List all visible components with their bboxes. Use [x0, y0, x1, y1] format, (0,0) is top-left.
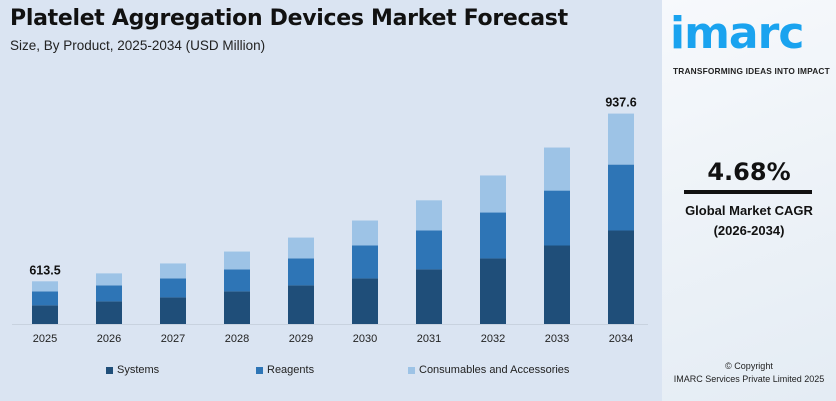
brand-panel: imarc TRANSFORMING IDEAS INTO IMPACT 4.6… [662, 0, 836, 401]
bar-segment-consumables-and-accessories-2033 [544, 147, 570, 191]
legend-label: Systems [117, 364, 160, 376]
legend-swatch [408, 366, 415, 374]
bar-segment-consumables-and-accessories-2025 [32, 281, 58, 292]
legend-item: Consumables and Accessories [408, 364, 569, 376]
x-tick-label: 2033 [545, 333, 569, 345]
bar-segment-consumables-and-accessories-2028 [224, 251, 250, 270]
legend-swatch [106, 366, 113, 374]
bar-segment-consumables-and-accessories-2031 [416, 200, 442, 231]
legend-swatch [256, 366, 263, 374]
divider [684, 190, 812, 194]
bar-segment-reagents-2029 [288, 258, 314, 286]
bar-segment-systems-2031 [416, 269, 442, 324]
bar-segment-consumables-and-accessories-2030 [352, 220, 378, 246]
x-tick-label: 2034 [609, 333, 633, 345]
x-tick-label: 2027 [161, 333, 185, 345]
bar-segment-reagents-2026 [96, 285, 122, 302]
bar-segment-systems-2026 [96, 301, 122, 324]
bar-segment-reagents-2033 [544, 190, 570, 246]
x-tick-label: 2032 [481, 333, 505, 345]
legend-item: Reagents [256, 364, 314, 376]
chart-subtitle: Size, By Product, 2025-2034 (USD Million… [10, 38, 266, 53]
legend-label: Reagents [267, 364, 315, 376]
bar-segment-reagents-2034 [608, 164, 634, 231]
tagline: TRANSFORMING IDEAS INTO IMPACT [673, 66, 830, 76]
bar-segment-systems-2029 [288, 285, 314, 324]
bar-segment-systems-2033 [544, 245, 570, 324]
chart-title: Platelet Aggregation Devices Market Fore… [10, 6, 568, 31]
bar-segment-reagents-2027 [160, 278, 186, 298]
cagr-value: 4.68% [707, 158, 791, 186]
bar-segment-reagents-2025 [32, 291, 58, 306]
data-label: 613.5 [29, 263, 60, 277]
x-tick-label: 2029 [289, 333, 313, 345]
x-tick-label: 2026 [97, 333, 121, 345]
company-name: IMARC Services Private Limited 2025 [673, 374, 825, 384]
bar-segment-consumables-and-accessories-2026 [96, 273, 122, 286]
cagr-period: (2026-2034) [713, 223, 785, 238]
cagr-label-text: Global Market CAGR [685, 203, 813, 218]
bar-segment-reagents-2028 [224, 269, 250, 292]
x-tick-label: 2028 [225, 333, 249, 345]
bar-segment-systems-2034 [608, 230, 634, 324]
x-tick-label: 2030 [353, 333, 377, 345]
bar-segment-systems-2028 [224, 291, 250, 324]
legend-item: Systems [106, 364, 159, 376]
bar-segment-consumables-and-accessories-2027 [160, 263, 186, 279]
bar-segment-reagents-2030 [352, 245, 378, 279]
bar-segment-consumables-and-accessories-2029 [288, 237, 314, 259]
bar-segment-consumables-and-accessories-2032 [480, 175, 506, 213]
bar-segment-consumables-and-accessories-2034 [608, 113, 634, 165]
chart-panel: Platelet Aggregation Devices Market Fore… [10, 6, 648, 376]
copyright: © Copyright IMARC Services Private Limit… [662, 360, 836, 386]
cagr-label: Global Market CAGR (2026-2034) [662, 201, 836, 241]
bar-segment-systems-2030 [352, 278, 378, 324]
copyright-text: © Copyright [725, 361, 773, 371]
bar-segment-systems-2027 [160, 297, 186, 324]
bar-segment-systems-2025 [32, 305, 58, 324]
x-tick-label: 2025 [33, 333, 57, 345]
data-label: 937.6 [605, 96, 636, 110]
legend-label: Consumables and Accessories [419, 364, 570, 376]
bar-segment-reagents-2032 [480, 212, 506, 259]
bar-segment-systems-2032 [480, 258, 506, 324]
stacked-bar-chart: 2025 613.5 2026 2027 2028 2029 2030 2031 2032 203… [12, 96, 648, 345]
x-tick-label: 2031 [417, 333, 441, 345]
imarc-logo: imarc [670, 8, 804, 59]
bar-segment-reagents-2031 [416, 230, 442, 270]
